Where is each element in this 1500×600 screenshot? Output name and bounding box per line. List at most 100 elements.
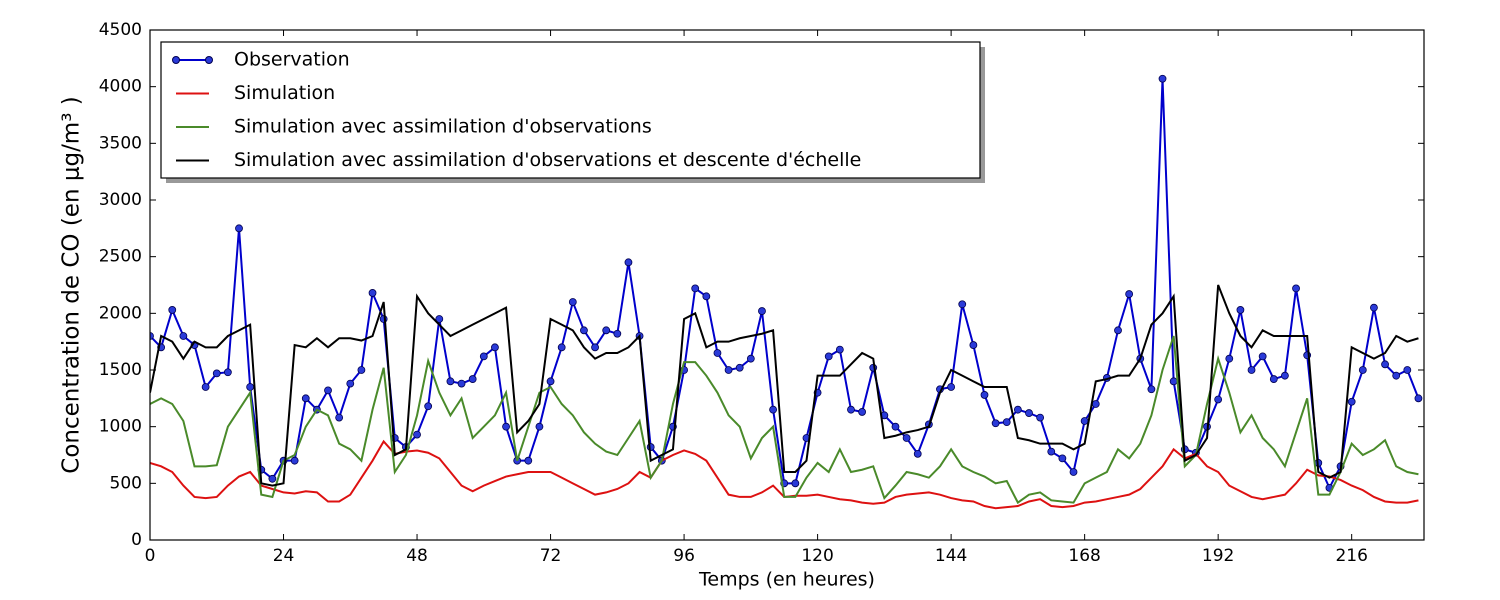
- point: [858, 408, 867, 416]
- series: [150, 284, 1419, 487]
- legend-marker: [205, 56, 213, 64]
- point: [301, 394, 310, 403]
- point: [413, 430, 421, 439]
- point: [1214, 395, 1223, 404]
- point: [591, 343, 599, 352]
- legend-label: Observation: [234, 49, 350, 71]
- point: [235, 224, 243, 233]
- point: [223, 368, 232, 377]
- point: [324, 386, 332, 395]
- point: [1025, 409, 1033, 417]
- line: [150, 284, 1419, 487]
- x-tick-label: 48: [406, 546, 428, 566]
- point: [1013, 405, 1022, 414]
- point: [535, 422, 544, 431]
- point: [891, 422, 900, 431]
- point: [246, 383, 255, 391]
- point: [735, 363, 744, 372]
- point: [457, 379, 466, 388]
- point: [1347, 397, 1356, 406]
- point: [1047, 447, 1056, 456]
- point: [758, 307, 766, 315]
- point: [557, 343, 566, 352]
- point: [1080, 417, 1089, 425]
- point: [524, 456, 533, 465]
- point: [179, 332, 188, 340]
- legend-label: Simulation: [234, 82, 335, 104]
- line: [150, 439, 1419, 510]
- point: [713, 349, 722, 357]
- point: [290, 456, 299, 465]
- point: [991, 419, 1000, 428]
- y-tick-label: 500: [110, 473, 142, 493]
- legend-label: Simulation avec assimilation d'observati…: [234, 149, 861, 171]
- line: [150, 335, 1419, 505]
- point: [468, 375, 477, 383]
- series: [150, 439, 1419, 510]
- point: [1281, 371, 1289, 380]
- point: [580, 326, 588, 335]
- point: [602, 326, 611, 335]
- point: [691, 284, 700, 293]
- point: [479, 352, 488, 361]
- point: [613, 329, 622, 338]
- point: [835, 345, 844, 354]
- point: [1247, 366, 1256, 374]
- point: [746, 354, 755, 363]
- point: [947, 383, 956, 391]
- point: [702, 292, 711, 301]
- point: [913, 449, 922, 458]
- x-tick-label: 120: [801, 546, 833, 566]
- point: [357, 366, 366, 374]
- point: [150, 332, 154, 340]
- y-tick-label: 0: [131, 530, 142, 550]
- y-tick-label: 1000: [99, 417, 142, 437]
- legend-marker: [172, 56, 180, 64]
- point: [1269, 375, 1278, 383]
- point: [1258, 352, 1267, 361]
- point: [1392, 371, 1401, 380]
- x-tick-label: 24: [273, 546, 295, 566]
- y-axis-label: Concentration de CO (en μg/m³ ): [59, 96, 85, 473]
- point: [624, 258, 633, 267]
- y-tick-label: 1500: [99, 360, 142, 380]
- series: [150, 335, 1419, 505]
- plot-frame: [149, 29, 1425, 541]
- point: [1036, 413, 1045, 422]
- y-tick-label: 2500: [99, 247, 142, 267]
- point: [1236, 306, 1245, 314]
- point: [1091, 400, 1100, 408]
- point: [1147, 385, 1156, 394]
- x-axis-label: Temps (en heures): [698, 569, 875, 591]
- point: [1225, 354, 1234, 363]
- y-tick-label: 2000: [99, 303, 142, 323]
- point: [435, 315, 444, 323]
- point: [1069, 468, 1078, 476]
- point: [1414, 394, 1423, 403]
- x-tick-label: 72: [540, 546, 562, 566]
- point: [1381, 360, 1389, 369]
- point: [769, 405, 777, 414]
- point: [346, 379, 355, 388]
- point: [1002, 418, 1011, 427]
- point: [791, 479, 800, 488]
- y-tick-label: 3500: [99, 133, 142, 153]
- point: [368, 289, 377, 297]
- point: [201, 383, 210, 391]
- point: [268, 474, 277, 483]
- point: [1169, 377, 1178, 386]
- x-tick-label: 96: [673, 546, 695, 566]
- x-tick-label: 168: [1068, 546, 1100, 566]
- point: [1292, 284, 1300, 293]
- x-tick-label: 216: [1335, 546, 1367, 566]
- legend-label: Simulation avec assimilation d'observati…: [234, 116, 652, 138]
- point: [212, 369, 221, 378]
- point: [969, 341, 978, 349]
- point: [847, 405, 855, 414]
- point: [546, 377, 555, 386]
- x-tick-label: 0: [145, 546, 156, 566]
- point: [824, 352, 833, 361]
- point: [502, 422, 510, 431]
- point: [1358, 366, 1367, 374]
